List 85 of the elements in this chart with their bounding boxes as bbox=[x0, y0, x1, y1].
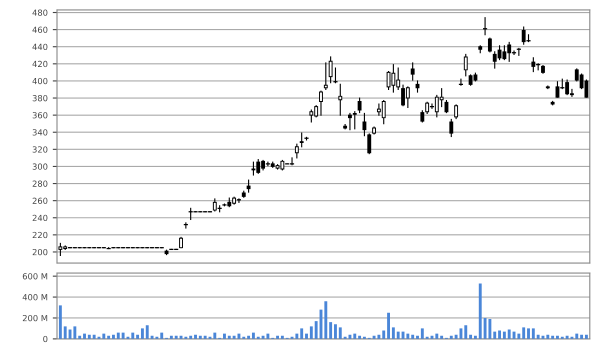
bar bbox=[484, 318, 487, 339]
y-tick-label: 220 bbox=[32, 232, 48, 238]
y-tick-label: 260 bbox=[32, 198, 48, 204]
bar bbox=[469, 334, 472, 339]
bar bbox=[542, 336, 544, 339]
candlestick bbox=[362, 112, 366, 136]
bar bbox=[387, 312, 390, 339]
y-tick-label: 0 bbox=[43, 336, 48, 342]
bar bbox=[566, 336, 569, 339]
bar bbox=[392, 327, 395, 339]
bar bbox=[584, 334, 588, 339]
candlestick bbox=[444, 100, 448, 114]
y-tick-label: 400 bbox=[32, 78, 48, 84]
y-tick-label: 320 bbox=[32, 146, 48, 153]
bar bbox=[68, 329, 72, 339]
candlestick bbox=[454, 104, 458, 120]
bar bbox=[459, 328, 462, 339]
bar bbox=[252, 332, 255, 339]
y-tick-label: 400 M bbox=[22, 294, 48, 300]
bar bbox=[122, 332, 125, 339]
bar bbox=[58, 305, 62, 339]
bar bbox=[280, 336, 284, 339]
candlestick bbox=[367, 133, 372, 154]
bar bbox=[334, 324, 337, 339]
bar bbox=[416, 336, 419, 339]
candlestick bbox=[319, 90, 323, 116]
bar bbox=[488, 319, 492, 339]
bar bbox=[262, 336, 265, 339]
bar bbox=[276, 336, 279, 339]
candlestick bbox=[324, 62, 328, 90]
bar bbox=[474, 336, 477, 339]
bar bbox=[358, 336, 362, 339]
bar bbox=[136, 334, 140, 339]
bar bbox=[580, 334, 584, 339]
y-tick-label: 200 M bbox=[22, 314, 48, 322]
y-tick-label: 380 bbox=[32, 95, 48, 102]
bar bbox=[402, 332, 404, 339]
bar bbox=[112, 334, 115, 339]
y-tick-label: 340 bbox=[32, 129, 48, 136]
candlestick bbox=[300, 132, 304, 148]
bar bbox=[83, 334, 86, 339]
bar bbox=[140, 328, 144, 339]
bar bbox=[348, 334, 352, 339]
candlestick bbox=[449, 118, 454, 138]
bar bbox=[180, 336, 182, 339]
y-tick-label: 280 bbox=[32, 180, 48, 187]
candlestick bbox=[464, 54, 468, 76]
bar bbox=[502, 332, 506, 339]
candlestick bbox=[416, 80, 420, 93]
candlestick bbox=[420, 110, 424, 123]
bar bbox=[556, 336, 559, 339]
y-tick-label: 480 bbox=[32, 9, 48, 16]
y-tick-label: 420 bbox=[32, 60, 48, 68]
bar bbox=[498, 330, 501, 339]
bar bbox=[223, 334, 226, 339]
candlestick bbox=[358, 97, 362, 114]
candlestick bbox=[483, 17, 488, 36]
candlestick bbox=[294, 144, 299, 158]
bar bbox=[266, 334, 270, 339]
candlestick bbox=[179, 236, 183, 248]
bar bbox=[512, 332, 516, 339]
y-tick-label: 360 bbox=[32, 112, 48, 118]
bar bbox=[430, 336, 434, 339]
bar bbox=[194, 334, 197, 339]
y-tick-label: 300 bbox=[32, 163, 48, 170]
bar bbox=[247, 336, 250, 339]
bar bbox=[320, 310, 322, 339]
y-tick-label: 440 bbox=[32, 44, 48, 50]
bar bbox=[237, 334, 240, 339]
bar bbox=[305, 334, 308, 339]
candlestick bbox=[246, 180, 251, 193]
bar bbox=[454, 334, 458, 339]
bar bbox=[232, 336, 236, 339]
bar bbox=[527, 328, 530, 339]
y-tick-label: 460 bbox=[32, 26, 48, 33]
bar bbox=[377, 334, 380, 339]
candlestick bbox=[410, 62, 415, 81]
candlestick bbox=[488, 38, 492, 52]
bar bbox=[150, 336, 154, 339]
bar bbox=[372, 336, 376, 339]
candlestick bbox=[328, 56, 333, 84]
y-tick-label: 600 M bbox=[22, 273, 48, 280]
bar bbox=[170, 336, 173, 339]
y-tick-label: 200 bbox=[32, 248, 48, 256]
y-tick-label: 240 bbox=[32, 214, 48, 222]
